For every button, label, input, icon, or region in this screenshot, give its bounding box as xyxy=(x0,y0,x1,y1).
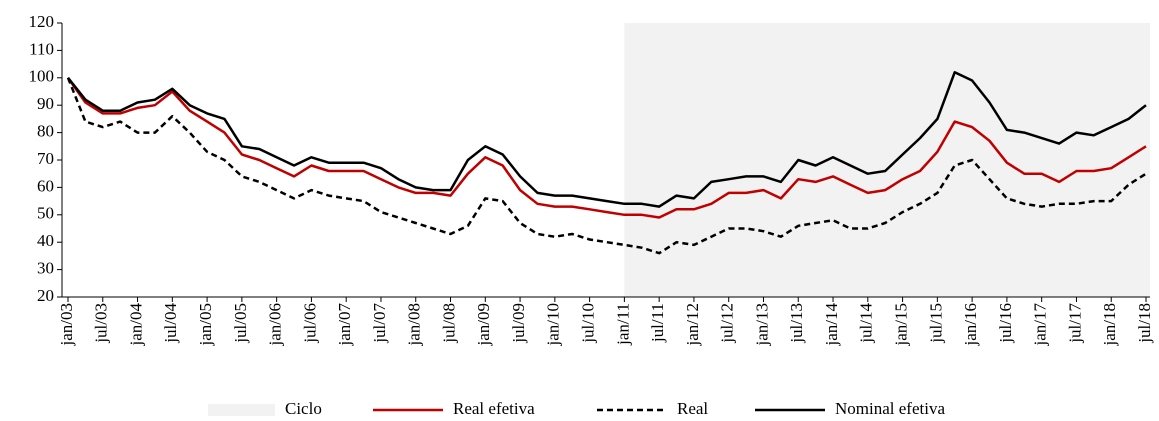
x-tick-label: jan/11 xyxy=(613,303,632,346)
legend-label: Nominal efetiva xyxy=(835,399,945,418)
y-tick-label: 20 xyxy=(37,286,54,305)
x-tick-label: jan/05 xyxy=(196,303,215,347)
x-tick-label: jan/08 xyxy=(405,303,424,347)
series-line xyxy=(67,71,1147,208)
x-tick-label: jan/06 xyxy=(266,303,285,347)
y-tick-label: 90 xyxy=(37,94,54,113)
x-tick-label: jul/03 xyxy=(92,303,111,344)
y-tick-label: 30 xyxy=(37,259,54,278)
x-tick-label: jul/13 xyxy=(787,303,806,344)
x-tick-label: jul/09 xyxy=(509,303,528,344)
x-tick-label: jul/08 xyxy=(439,303,458,344)
series-line xyxy=(66,77,1147,219)
y-tick-label: 80 xyxy=(37,122,54,141)
series-line xyxy=(66,77,1147,255)
x-tick-label: jul/18 xyxy=(1135,303,1154,344)
y-tick-label: 50 xyxy=(37,204,54,223)
x-tick-label: jan/10 xyxy=(544,303,563,347)
x-tick-label: jul/16 xyxy=(996,303,1015,344)
x-tick-label: jan/16 xyxy=(961,303,980,347)
x-tick-label: jul/10 xyxy=(579,303,598,344)
x-tick-label: jul/15 xyxy=(926,303,945,344)
legend-swatch xyxy=(208,404,275,416)
y-tick-label: 110 xyxy=(29,39,54,58)
x-tick-label: jan/03 xyxy=(57,303,76,347)
cycle-shade xyxy=(624,23,1150,297)
x-tick-label: jan/17 xyxy=(1031,303,1050,347)
x-tick-label: jul/14 xyxy=(857,303,876,344)
legend-label: Real xyxy=(677,399,708,418)
legend-label: Real efetiva xyxy=(453,399,535,418)
legend-label: Ciclo xyxy=(285,399,322,418)
x-tick-label: jul/11 xyxy=(648,303,667,343)
y-tick-label: 100 xyxy=(29,67,55,86)
x-tick-label: jul/05 xyxy=(231,303,250,344)
x-tick-label: jan/07 xyxy=(335,303,354,347)
y-tick-label: 120 xyxy=(29,12,55,31)
x-tick-label: jan/15 xyxy=(891,303,910,347)
x-tick-label: jan/12 xyxy=(683,303,702,347)
x-tick-label: jan/13 xyxy=(752,303,771,347)
x-tick-label: jul/07 xyxy=(370,303,389,344)
y-tick-label: 60 xyxy=(37,176,54,195)
x-tick-label: jul/06 xyxy=(300,303,319,344)
x-tick-label: jul/17 xyxy=(1065,303,1084,344)
y-tick-label: 40 xyxy=(37,231,54,250)
x-tick-label: jul/12 xyxy=(718,303,737,344)
x-tick-label: jan/18 xyxy=(1100,303,1119,347)
y-tick-label: 70 xyxy=(37,149,54,168)
x-tick-label: jan/04 xyxy=(126,303,145,347)
x-tick-label: jul/04 xyxy=(161,303,180,344)
x-tick-label: jan/09 xyxy=(474,303,493,347)
x-tick-label: jan/14 xyxy=(822,303,841,347)
